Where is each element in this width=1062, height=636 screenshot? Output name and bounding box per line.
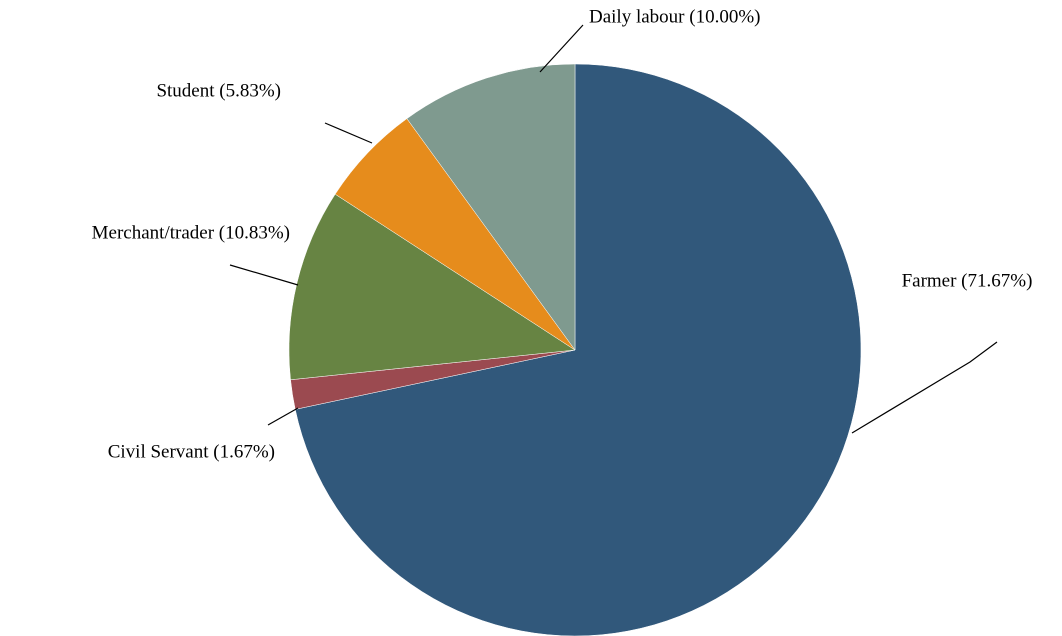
slice-label: Civil Servant (1.67%) [108,441,275,462]
leader-line [267,407,299,426]
slice-label: Merchant/trader (10.83%) [92,222,290,243]
slice-label: Student (5.83%) [156,80,281,101]
leader-line [229,264,299,286]
slice-label: Farmer (71.67%) [902,270,1033,291]
slice-label: Daily labour (10.00%) [589,6,760,27]
pie-slice [288,193,576,381]
leader-line [539,24,584,73]
pie-slice [294,63,862,636]
leader-line [324,122,373,144]
pie-slice [406,63,576,351]
leader-line [851,341,998,434]
